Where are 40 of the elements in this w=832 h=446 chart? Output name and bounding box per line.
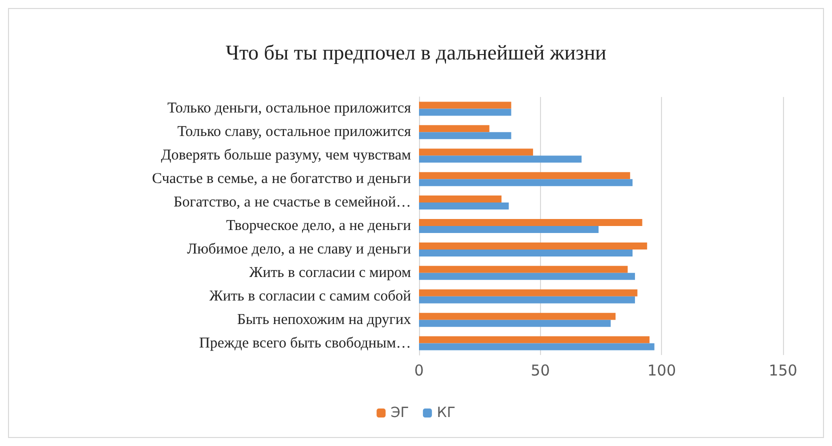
- x-tick-label: 100: [647, 362, 676, 380]
- y-tick-label: Жить в согласии с самим собой: [209, 288, 411, 304]
- bar: [419, 266, 628, 273]
- y-tick-label: Только славу, остальное приложится: [177, 124, 412, 140]
- bar: [419, 102, 512, 109]
- bar: [419, 289, 638, 296]
- legend-label: ЭГ: [390, 405, 409, 421]
- legend-label: КГ: [436, 405, 456, 421]
- x-tick-label: 150: [768, 362, 798, 380]
- bar: [419, 179, 633, 186]
- bar: [419, 132, 512, 140]
- bar: [419, 242, 648, 250]
- bar: [419, 219, 642, 226]
- bar: [419, 336, 650, 344]
- y-tick-label: Доверять больше разуму, чем чувствам: [161, 148, 412, 164]
- bar: [419, 202, 509, 210]
- bar: [419, 172, 630, 180]
- bar: [419, 108, 512, 116]
- y-tick-label: Творческое дело, а не деньги: [226, 218, 411, 234]
- bar: [419, 156, 582, 163]
- y-tick-label: Счастье в семье, а не богатство и деньги: [152, 171, 411, 188]
- bar: [419, 312, 616, 320]
- y-tick-label: Богатство, а не счастье в семейной…: [174, 194, 411, 211]
- y-tick-label: Быть непохожим на других: [237, 312, 412, 328]
- y-tick-label: Прежде всего быть свободным…: [199, 335, 411, 352]
- bar: [419, 148, 534, 156]
- x-tick-label: 50: [530, 362, 550, 380]
- y-tick-label: Жить в согласии с миром: [249, 264, 412, 281]
- bar: [419, 272, 635, 280]
- bar: [419, 226, 599, 233]
- chart-title: Что бы ты предпочел в дальнейшей жизни: [226, 40, 606, 64]
- y-tick-label: Любимое дело, а не славу и деньги: [187, 241, 411, 258]
- bar: [419, 320, 611, 327]
- bar: [419, 125, 490, 132]
- bar: [419, 249, 633, 256]
- bar: [419, 296, 635, 304]
- bar: [419, 343, 654, 350]
- x-tick-label: 0: [414, 362, 424, 380]
- y-tick-label: Только деньги, остальное приложится: [167, 100, 412, 117]
- bar: [419, 196, 502, 203]
